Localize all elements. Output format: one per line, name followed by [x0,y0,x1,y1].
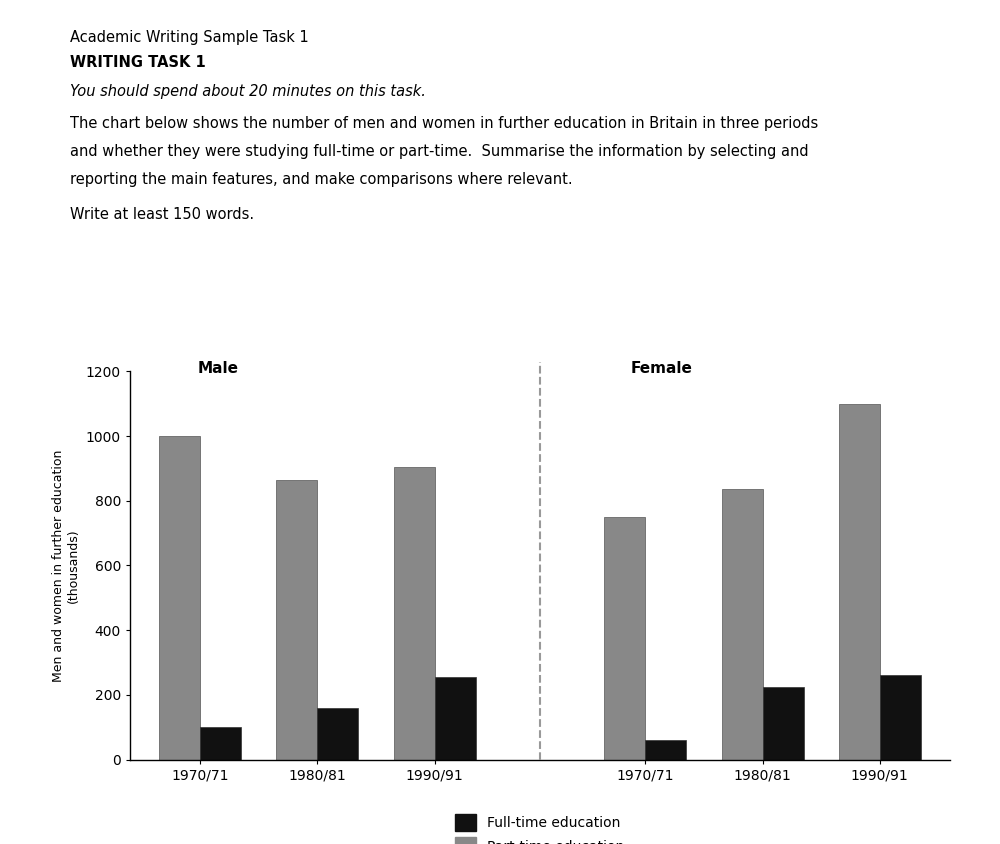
Text: reporting the main features, and make comparisons where relevant.: reporting the main features, and make co… [70,172,573,187]
Bar [604,517,645,760]
Text: WRITING TASK 1: WRITING TASK 1 [70,55,206,70]
Text: The chart below shows the number of men and women in further education in Britai: The chart below shows the number of men … [70,116,818,132]
Bar [645,740,686,760]
Text: Male: Male [197,361,238,376]
Text: Female: Female [631,361,693,376]
Bar [435,677,476,760]
Bar [200,728,241,760]
Bar [880,675,921,760]
Legend: Full-time education, Part-time education: Full-time education, Part-time education [448,807,632,844]
Bar [317,708,358,760]
Bar [159,436,200,760]
Y-axis label: Men and women in further education
(thousands): Men and women in further education (thou… [52,449,80,682]
Bar [722,490,763,760]
Bar [276,479,317,760]
Text: You should spend about 20 minutes on this task.: You should spend about 20 minutes on thi… [70,84,426,100]
Bar [763,687,804,760]
Text: Write at least 150 words.: Write at least 150 words. [70,207,254,222]
Bar [394,467,435,760]
Bar [839,403,880,760]
Text: Academic Writing Sample Task 1: Academic Writing Sample Task 1 [70,30,309,45]
Text: and whether they were studying full-time or part-time.  Summarise the informatio: and whether they were studying full-time… [70,144,809,160]
